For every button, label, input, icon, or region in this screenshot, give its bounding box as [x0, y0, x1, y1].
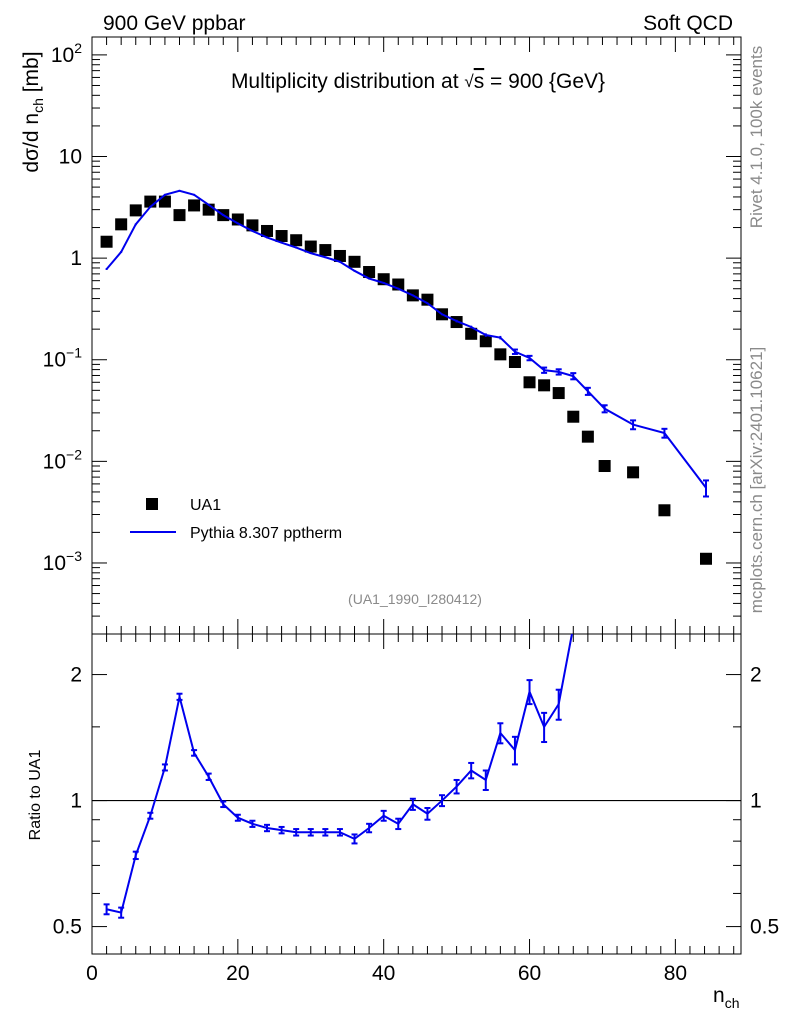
xlabel-sub: ch: [725, 995, 740, 1011]
x-tick-label: 80: [664, 962, 687, 985]
ua1-data-point: [494, 348, 507, 361]
ua1-data-point: [479, 335, 492, 348]
ua1-data-point: [598, 460, 611, 473]
analysis-tag: (UA1_1990_I280412): [348, 591, 482, 607]
plot-title: Multiplicity distribution at √s = 900 {G…: [231, 70, 605, 93]
ua1-data-point: [304, 240, 317, 253]
ratio-y-tick-label-left: 2: [70, 664, 82, 687]
legend-label-pythia: Pythia 8.307 pptherm: [190, 525, 342, 542]
title-root: s: [474, 70, 485, 93]
ua1-data-point: [538, 379, 551, 392]
x-tick-label: 0: [86, 962, 98, 985]
ylabel-text: dσ/d n: [20, 113, 43, 173]
xlabel-text: n: [713, 984, 725, 1007]
ua1-data-point: [115, 218, 128, 231]
ratio-axes: 0 20 40 60 80 2 2 1 1 0.5 0.5: [53, 634, 779, 985]
ratio-plot-frame: [91, 633, 742, 955]
ratio-marks: [103, 633, 573, 919]
ua1-data-point: [363, 266, 376, 279]
mcplots-source-text: mcplots.cern.ch [arXiv:2401.10621]: [747, 347, 766, 613]
ua1-data-point: [348, 255, 361, 268]
main-marks: [100, 189, 712, 565]
pythia-series-line: [105, 189, 707, 489]
ua1-data-point: [567, 410, 580, 423]
svg-text:Multiplicity distribution at √: Multiplicity distribution at √s = 900 {G…: [231, 70, 605, 93]
main-plot-frame: [91, 36, 742, 635]
ua1-data-point: [158, 195, 171, 208]
ua1-data-point: [319, 244, 332, 257]
x-tick-label: 60: [518, 962, 541, 985]
x-axis-label: nch: [713, 984, 739, 1011]
title-tail: = 900 {GeV}: [484, 70, 605, 93]
ua1-data-point: [275, 230, 288, 243]
main-y-tick-label: 10: [59, 146, 82, 169]
ratio-y-tick-label-right: 2: [750, 664, 762, 687]
ratio-y-tick-label-right: 1: [750, 790, 762, 813]
ua1-data-point: [333, 249, 346, 262]
ratio-y-tick-label-left: 1: [70, 790, 82, 813]
ua1-data-point: [188, 199, 201, 212]
ua1-data-point: [173, 209, 186, 222]
rivet-version-text: Rivet 4.1.0, 100k events: [747, 46, 766, 228]
main-y-tick-label: 10−3: [43, 548, 83, 575]
main-y-tick-label: 10−2: [43, 446, 83, 473]
ua1-data-point: [552, 387, 565, 400]
main-y-tick-label: 102: [51, 40, 82, 67]
ua1-data-point: [129, 204, 142, 217]
ua1-data-point: [465, 327, 478, 340]
header-right: Soft QCD: [643, 12, 733, 35]
ratio-y-tick-label-right: 0.5: [750, 916, 779, 939]
x-tick-label: 20: [226, 962, 249, 985]
ua1-data-point: [699, 552, 712, 565]
ua1-data-point: [658, 504, 671, 517]
main-y-tick-label: 1: [70, 247, 82, 270]
ua1-data-point: [290, 234, 303, 247]
legend: UA1 Pythia 8.307 pptherm: [130, 497, 342, 542]
ua1-data-point: [508, 356, 521, 369]
ratio-y-axis-label: Ratio to UA1: [27, 750, 44, 841]
ratio-series-line: [106, 633, 573, 914]
main-y-tick-label: 10−1: [43, 345, 83, 372]
ratio-y-tick-label-left: 0.5: [53, 916, 82, 939]
ua1-data-point: [261, 224, 274, 237]
main-axes: 102 10 1 10−1 10−2 10−3: [43, 37, 741, 635]
ua1-data-point: [100, 235, 113, 248]
ua1-data-point: [581, 430, 594, 443]
legend-marker-ua1: [146, 498, 158, 510]
ua1-data-point: [523, 376, 536, 389]
sqrt-symbol-icon: √: [464, 72, 474, 91]
title-main: Multiplicity distribution at: [231, 70, 464, 93]
ua1-data-point: [627, 466, 640, 479]
legend-label-ua1: UA1: [190, 497, 221, 514]
header-left: 900 GeV ppbar: [103, 12, 245, 35]
ylabel-sub: ch: [30, 98, 46, 113]
x-tick-label: 40: [372, 962, 395, 985]
main-y-axis-label: dσ/d nch [mb]: [20, 51, 46, 172]
ylabel-unit: [mb]: [20, 51, 43, 98]
